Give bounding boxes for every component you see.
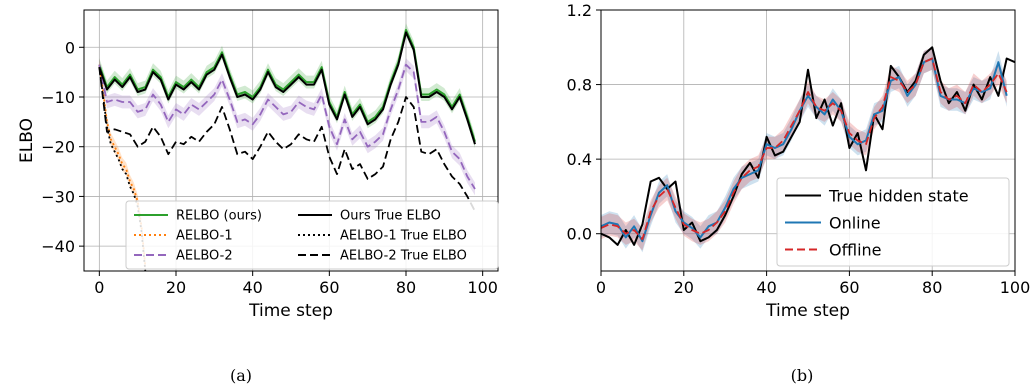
legend-box <box>776 177 1010 267</box>
x-tick-label: 100 <box>467 278 498 297</box>
x-tick-label: 100 <box>1000 278 1031 297</box>
y-tick-label: 0 <box>65 38 75 57</box>
x-tick-label: 0 <box>94 278 104 297</box>
x-tick-label: 20 <box>166 278 186 297</box>
legend-box <box>125 200 499 270</box>
series-line-0 <box>601 46 1015 246</box>
legend-label-2: AELBO-2 <box>176 249 233 264</box>
series-line-2 <box>98 63 476 190</box>
x-tick-label: 40 <box>242 278 262 297</box>
legend-label-2: Offline <box>829 240 882 259</box>
series-line-2 <box>601 57 1008 241</box>
plot-area <box>601 46 1015 253</box>
x-tick-label: 80 <box>396 278 416 297</box>
legend-label-1: Online <box>829 213 881 232</box>
series-band-1 <box>99 58 146 271</box>
x-tick-label: 60 <box>839 278 859 297</box>
chart-panel-a: 0 20 40 60 80 100 0 −10 −20 −30 −40 Time step ELBO RE… <box>17 9 499 321</box>
series-band-2 <box>601 47 1007 251</box>
y-tick-label: −20 <box>41 138 75 157</box>
plot-frame <box>600 9 1016 272</box>
x-tick-label: 40 <box>756 278 776 297</box>
caption-b: (b) <box>791 366 814 385</box>
plot-frame <box>83 9 499 272</box>
y-tick-label: −40 <box>41 237 75 256</box>
x-axis-label: Time step <box>248 301 333 321</box>
legend-label-0: True hidden state <box>828 186 969 205</box>
legend-label-4: AELBO-1 True ELBO <box>340 229 467 244</box>
y-tick-label: 1.2 <box>567 1 592 20</box>
caption-a: (a) <box>230 366 252 385</box>
y-tick-label: −30 <box>41 187 75 206</box>
x-tick-label: 20 <box>674 278 694 297</box>
series-line-5 <box>98 67 476 212</box>
y-tick-label: −10 <box>41 88 75 107</box>
series-band-1 <box>601 47 1007 253</box>
legend-label-1: AELBO-1 <box>176 229 233 244</box>
legend: RELBO (ours) AELBO-1 AELBO-2 Ours True ELBO… <box>125 200 499 270</box>
legend-label-3: Ours True ELBO <box>340 209 441 224</box>
y-tick-label: 0.4 <box>567 150 592 169</box>
y-tick-label: 0.0 <box>567 225 592 244</box>
series-line-3 <box>98 31 476 145</box>
legend-label-0: RELBO (ours) <box>176 209 262 224</box>
y-axis-label: ELBO <box>17 118 37 163</box>
x-tick-label: 80 <box>922 278 942 297</box>
chart-panel-b: 0 20 40 60 80 100 0.0 0.4 0.8 1.2 Time step True hi… <box>567 1 1031 321</box>
x-tick-label: 60 <box>319 278 339 297</box>
x-tick-label: 0 <box>596 278 606 297</box>
plot-area <box>98 23 476 271</box>
legend-label-5: AELBO-2 True ELBO <box>340 249 467 264</box>
legend: True hidden state Online Offline <box>776 177 1010 267</box>
x-axis-label: Time step <box>765 301 850 321</box>
y-tick-label: 0.8 <box>567 76 592 95</box>
